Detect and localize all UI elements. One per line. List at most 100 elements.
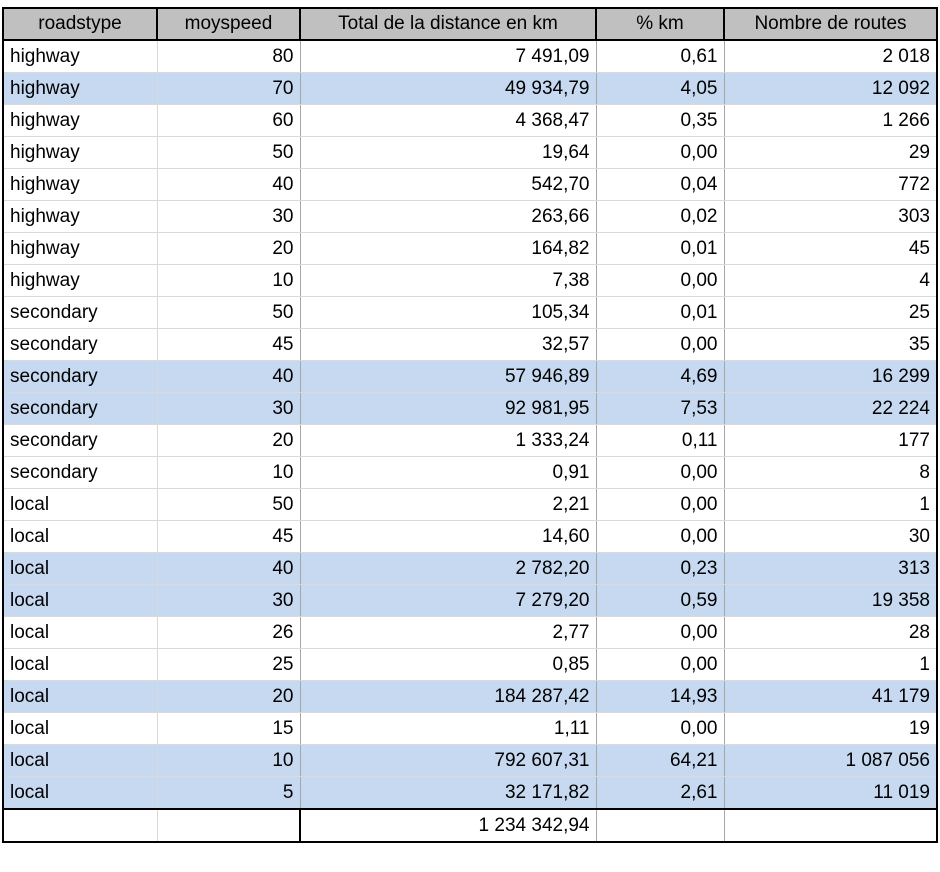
cell-total_distance_km[interactable]: 32,57 — [300, 328, 597, 361]
header-pct-km[interactable]: % km — [595, 7, 725, 41]
cell-roadstype[interactable]: highway — [3, 40, 158, 73]
cell-nombre_routes[interactable]: 1 266 — [724, 104, 937, 137]
cell-total_distance_km[interactable]: 2 782,20 — [300, 552, 597, 585]
cell-total_distance_km[interactable]: 57 946,89 — [300, 360, 597, 393]
cell-roadstype[interactable]: local — [3, 488, 158, 521]
cell-pct_km[interactable]: 2,61 — [596, 776, 725, 810]
cell-roadstype[interactable]: secondary — [3, 296, 158, 329]
cell-nombre_routes[interactable]: 12 092 — [724, 72, 937, 105]
cell-nombre_routes[interactable]: 45 — [724, 232, 937, 265]
cell-nombre_routes[interactable]: 303 — [724, 200, 937, 233]
total-cell-nombre-routes[interactable] — [724, 808, 937, 842]
cell-total_distance_km[interactable]: 0,85 — [300, 648, 597, 681]
cell-nombre_routes[interactable]: 1 — [724, 648, 937, 681]
cell-nombre_routes[interactable]: 25 — [724, 296, 937, 329]
cell-moyspeed[interactable]: 60 — [157, 104, 301, 137]
header-nombre-routes[interactable]: Nombre de routes — [723, 7, 938, 41]
cell-roadstype[interactable]: secondary — [3, 424, 158, 457]
cell-roadstype[interactable]: local — [3, 520, 158, 553]
cell-total_distance_km[interactable]: 14,60 — [300, 520, 597, 553]
cell-nombre_routes[interactable]: 1 087 056 — [724, 744, 937, 777]
cell-pct_km[interactable]: 64,21 — [596, 744, 725, 777]
cell-pct_km[interactable]: 0,00 — [596, 136, 725, 169]
cell-moyspeed[interactable]: 45 — [157, 520, 301, 553]
cell-pct_km[interactable]: 4,05 — [596, 72, 725, 105]
cell-roadstype[interactable]: secondary — [3, 456, 158, 489]
cell-roadstype[interactable]: highway — [3, 264, 158, 297]
cell-moyspeed[interactable]: 10 — [157, 744, 301, 777]
header-total-distance-km[interactable]: Total de la distance en km — [299, 7, 597, 41]
cell-roadstype[interactable]: highway — [3, 200, 158, 233]
cell-pct_km[interactable]: 0,00 — [596, 328, 725, 361]
cell-roadstype[interactable]: local — [3, 712, 158, 745]
cell-total_distance_km[interactable]: 49 934,79 — [300, 72, 597, 105]
cell-nombre_routes[interactable]: 4 — [724, 264, 937, 297]
cell-moyspeed[interactable]: 10 — [157, 456, 301, 489]
cell-nombre_routes[interactable]: 35 — [724, 328, 937, 361]
cell-pct_km[interactable]: 7,53 — [596, 392, 725, 425]
cell-roadstype[interactable]: local — [3, 552, 158, 585]
header-roadstype[interactable]: roadstype — [2, 7, 158, 41]
cell-pct_km[interactable]: 0,35 — [596, 104, 725, 137]
cell-total_distance_km[interactable]: 7,38 — [300, 264, 597, 297]
cell-moyspeed[interactable]: 40 — [157, 552, 301, 585]
header-moyspeed[interactable]: moyspeed — [156, 7, 301, 41]
cell-pct_km[interactable]: 14,93 — [596, 680, 725, 713]
cell-total_distance_km[interactable]: 2,21 — [300, 488, 597, 521]
cell-pct_km[interactable]: 0,11 — [596, 424, 725, 457]
cell-total_distance_km[interactable]: 184 287,42 — [300, 680, 597, 713]
cell-moyspeed[interactable]: 25 — [157, 648, 301, 681]
cell-nombre_routes[interactable]: 772 — [724, 168, 937, 201]
total-cell-moyspeed[interactable] — [157, 808, 301, 842]
cell-nombre_routes[interactable]: 19 — [724, 712, 937, 745]
cell-nombre_routes[interactable]: 41 179 — [724, 680, 937, 713]
cell-pct_km[interactable]: 0,23 — [596, 552, 725, 585]
cell-roadstype[interactable]: local — [3, 584, 158, 617]
cell-pct_km[interactable]: 0,00 — [596, 712, 725, 745]
cell-moyspeed[interactable]: 10 — [157, 264, 301, 297]
cell-total_distance_km[interactable]: 792 607,31 — [300, 744, 597, 777]
cell-moyspeed[interactable]: 40 — [157, 360, 301, 393]
cell-roadstype[interactable]: highway — [3, 168, 158, 201]
cell-moyspeed[interactable]: 30 — [157, 200, 301, 233]
cell-nombre_routes[interactable]: 19 358 — [724, 584, 937, 617]
cell-roadstype[interactable]: secondary — [3, 328, 158, 361]
total-cell-distance[interactable]: 1 234 342,94 — [299, 808, 597, 842]
cell-nombre_routes[interactable]: 28 — [724, 616, 937, 649]
cell-pct_km[interactable]: 0,04 — [596, 168, 725, 201]
cell-roadstype[interactable]: highway — [3, 72, 158, 105]
cell-pct_km[interactable]: 0,00 — [596, 456, 725, 489]
cell-total_distance_km[interactable]: 0,91 — [300, 456, 597, 489]
cell-nombre_routes[interactable]: 177 — [724, 424, 937, 457]
cell-pct_km[interactable]: 0,61 — [596, 40, 725, 73]
cell-pct_km[interactable]: 0,01 — [596, 232, 725, 265]
cell-nombre_routes[interactable]: 22 224 — [724, 392, 937, 425]
cell-roadstype[interactable]: local — [3, 744, 158, 777]
cell-pct_km[interactable]: 0,00 — [596, 616, 725, 649]
cell-nombre_routes[interactable]: 1 — [724, 488, 937, 521]
cell-total_distance_km[interactable]: 32 171,82 — [300, 776, 597, 810]
cell-pct_km[interactable]: 0,02 — [596, 200, 725, 233]
cell-roadstype[interactable]: secondary — [3, 392, 158, 425]
cell-nombre_routes[interactable]: 313 — [724, 552, 937, 585]
cell-moyspeed[interactable]: 30 — [157, 392, 301, 425]
total-cell-roadstype[interactable] — [3, 808, 158, 842]
cell-nombre_routes[interactable]: 29 — [724, 136, 937, 169]
cell-moyspeed[interactable]: 15 — [157, 712, 301, 745]
cell-moyspeed[interactable]: 40 — [157, 168, 301, 201]
cell-nombre_routes[interactable]: 2 018 — [724, 40, 937, 73]
cell-total_distance_km[interactable]: 1,11 — [300, 712, 597, 745]
cell-pct_km[interactable]: 0,00 — [596, 488, 725, 521]
cell-pct_km[interactable]: 0,01 — [596, 296, 725, 329]
cell-total_distance_km[interactable]: 105,34 — [300, 296, 597, 329]
cell-roadstype[interactable]: local — [3, 776, 158, 810]
cell-total_distance_km[interactable]: 1 333,24 — [300, 424, 597, 457]
cell-roadstype[interactable]: local — [3, 648, 158, 681]
cell-moyspeed[interactable]: 50 — [157, 296, 301, 329]
cell-pct_km[interactable]: 0,00 — [596, 264, 725, 297]
cell-pct_km[interactable]: 0,00 — [596, 520, 725, 553]
cell-moyspeed[interactable]: 5 — [157, 776, 301, 810]
cell-moyspeed[interactable]: 20 — [157, 680, 301, 713]
total-cell-pct-km[interactable] — [596, 808, 725, 842]
cell-moyspeed[interactable]: 20 — [157, 232, 301, 265]
